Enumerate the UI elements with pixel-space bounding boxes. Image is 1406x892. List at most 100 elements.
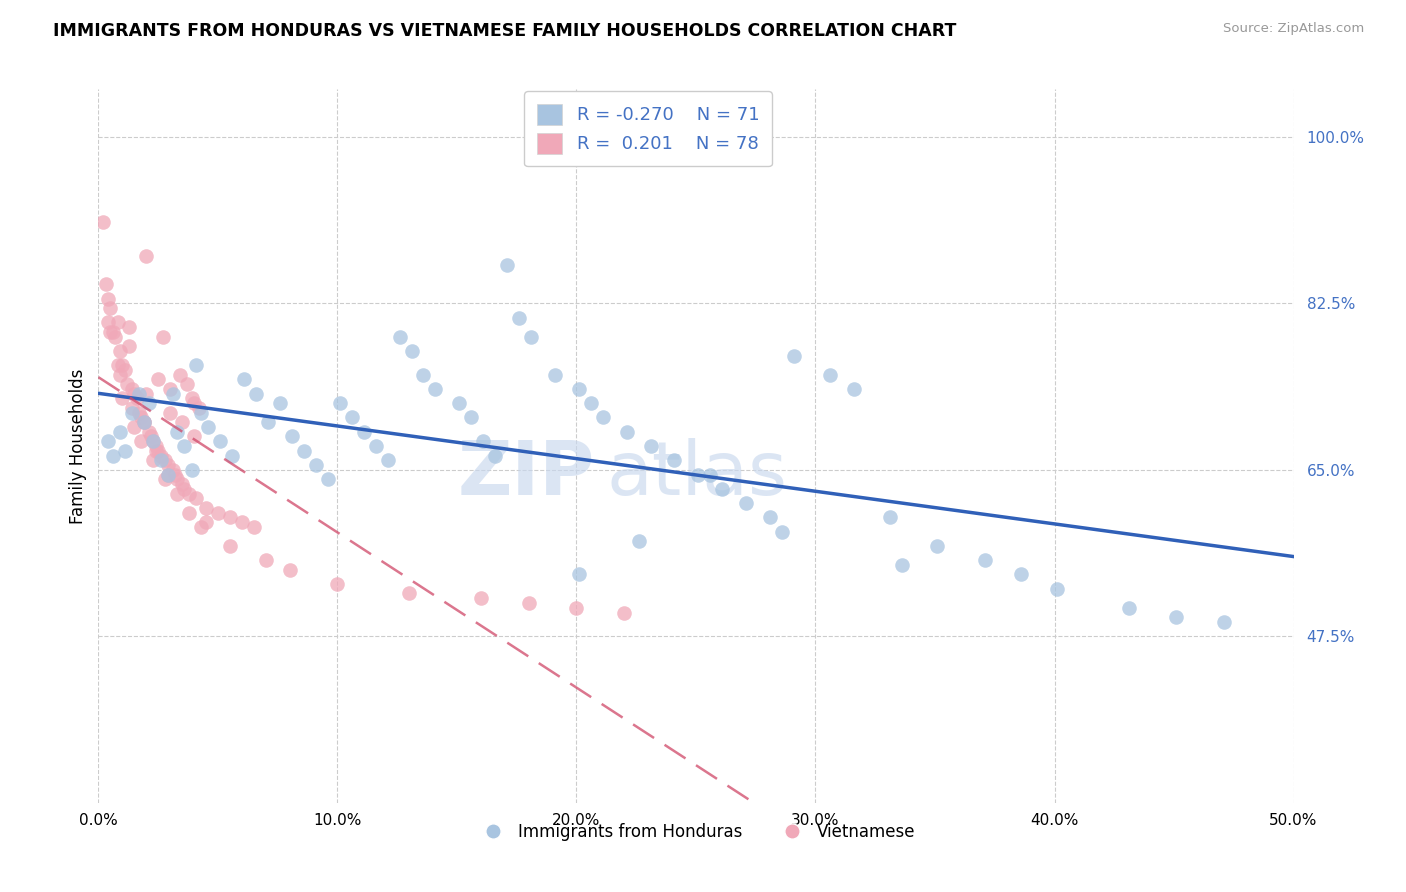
Point <box>179 486 201 500</box>
Point <box>162 386 184 401</box>
Point <box>508 310 530 325</box>
Point <box>340 410 363 425</box>
Point <box>711 482 734 496</box>
Point <box>159 382 181 396</box>
Point <box>114 363 136 377</box>
Point <box>735 496 758 510</box>
Point <box>221 449 243 463</box>
Point <box>121 401 143 415</box>
Point <box>616 425 638 439</box>
Point <box>124 386 146 401</box>
Point <box>131 410 153 425</box>
Point <box>187 401 209 415</box>
Point <box>173 482 195 496</box>
Point <box>155 453 177 467</box>
Point <box>128 406 150 420</box>
Point <box>173 439 195 453</box>
Point <box>163 467 186 482</box>
Point <box>115 377 138 392</box>
Point <box>364 439 387 453</box>
Point <box>759 510 782 524</box>
Point <box>149 449 172 463</box>
Point <box>579 396 602 410</box>
Point <box>517 596 540 610</box>
Point <box>197 420 219 434</box>
Point <box>149 453 172 467</box>
Point <box>128 386 150 401</box>
Point <box>664 453 686 467</box>
Point <box>1213 615 1236 629</box>
Point <box>377 453 399 467</box>
Point <box>111 392 134 406</box>
Point <box>135 249 157 263</box>
Point <box>699 467 721 482</box>
Point <box>132 415 155 429</box>
Point <box>166 486 188 500</box>
Point <box>94 277 117 292</box>
Point <box>592 410 614 425</box>
Point <box>484 449 506 463</box>
Point <box>156 467 179 482</box>
Point <box>233 372 256 386</box>
Point <box>1118 600 1140 615</box>
Point <box>472 434 495 449</box>
Point <box>183 396 205 410</box>
Point <box>131 434 153 449</box>
Point <box>278 563 301 577</box>
Point <box>879 510 901 524</box>
Point <box>114 443 136 458</box>
Point <box>195 500 218 515</box>
Point <box>121 382 143 396</box>
Point <box>172 477 194 491</box>
Point <box>927 539 949 553</box>
Point <box>98 325 122 339</box>
Point <box>186 491 208 506</box>
Point <box>688 467 710 482</box>
Point <box>91 215 114 229</box>
Point <box>139 429 162 443</box>
Point <box>316 472 339 486</box>
Point <box>449 396 471 410</box>
Point <box>842 382 865 396</box>
Point <box>1010 567 1032 582</box>
Point <box>145 443 167 458</box>
Point <box>640 439 662 453</box>
Text: IMMIGRANTS FROM HONDURAS VS VIETNAMESE FAMILY HOUSEHOLDS CORRELATION CHART: IMMIGRANTS FROM HONDURAS VS VIETNAMESE F… <box>53 22 957 40</box>
Text: ZIP: ZIP <box>457 438 595 511</box>
Point <box>568 382 591 396</box>
Point <box>108 343 131 358</box>
Point <box>179 506 201 520</box>
Point <box>254 553 277 567</box>
Point <box>135 386 157 401</box>
Point <box>770 524 793 539</box>
Point <box>219 539 242 553</box>
Point <box>326 577 349 591</box>
Point <box>627 534 650 549</box>
Point <box>104 329 127 343</box>
Point <box>190 520 212 534</box>
Point <box>460 410 482 425</box>
Point <box>142 434 165 449</box>
Point <box>353 425 375 439</box>
Point <box>142 453 165 467</box>
Point <box>818 368 841 382</box>
Point <box>148 443 170 458</box>
Point <box>98 301 122 315</box>
Point <box>231 515 253 529</box>
Point <box>124 420 146 434</box>
Point <box>281 429 304 443</box>
Point <box>245 386 267 401</box>
Point <box>190 406 212 420</box>
Point <box>1046 582 1069 596</box>
Point <box>107 358 129 372</box>
Point <box>1166 610 1188 624</box>
Point <box>180 392 202 406</box>
Point <box>97 434 120 449</box>
Point <box>257 415 280 429</box>
Point <box>401 343 423 358</box>
Point <box>111 358 134 372</box>
Point <box>470 591 492 606</box>
Point <box>148 372 170 386</box>
Point <box>108 425 131 439</box>
Point <box>172 415 194 429</box>
